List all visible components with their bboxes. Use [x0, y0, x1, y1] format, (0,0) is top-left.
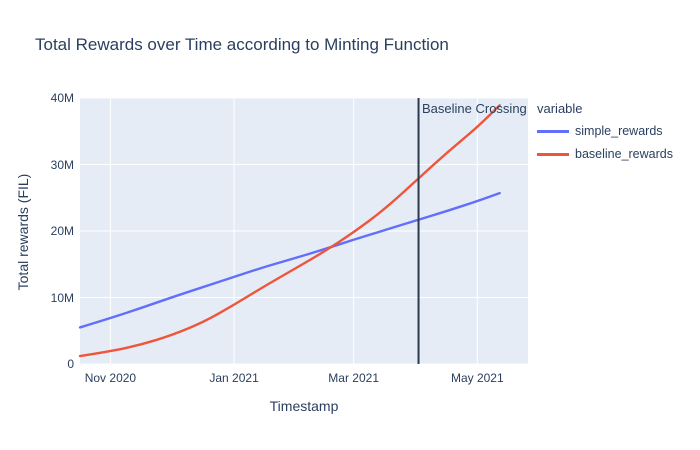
- legend-label: simple_rewards: [575, 124, 663, 138]
- x-tick-label: Jan 2021: [209, 371, 259, 385]
- y-tick-label: 0: [67, 357, 74, 371]
- legend-item-simple-rewards[interactable]: simple_rewards: [537, 124, 673, 138]
- x-tick-label: Mar 2021: [328, 371, 379, 385]
- y-tick-label: 30M: [50, 157, 74, 172]
- x-tick-label: May 2021: [450, 371, 504, 385]
- y-tick-label: 20M: [50, 224, 74, 238]
- x-axis-title: Timestamp: [269, 398, 339, 414]
- simple-rewards-line: [78, 191, 501, 329]
- y-tick-label: 40M: [50, 91, 74, 105]
- y-axis-title: Total rewards (FIL): [15, 173, 31, 291]
- baseline-rewards-swatch-icon: [537, 152, 569, 156]
- simple-rewards-swatch-icon: [537, 129, 569, 133]
- legend-title: variable: [537, 101, 583, 116]
- legend-label: baseline_rewards: [575, 147, 673, 161]
- baseline-crossing-annotation: Baseline Crossing: [422, 101, 527, 116]
- legend-item-baseline-rewards[interactable]: baseline_rewards: [537, 147, 673, 161]
- baseline-rewards-line: [78, 104, 501, 358]
- legend: variable simple_rewards baseline_rewards: [537, 101, 673, 170]
- chart-title: Total Rewards over Time according to Min…: [35, 35, 449, 54]
- y-tick-label: 10M: [50, 290, 74, 305]
- x-tick-label: Nov 2020: [84, 371, 137, 385]
